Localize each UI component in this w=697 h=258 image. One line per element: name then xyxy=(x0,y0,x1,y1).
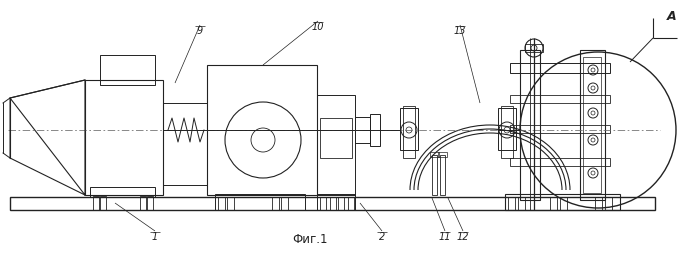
Bar xyxy=(320,197,326,210)
Bar xyxy=(320,118,352,158)
Text: 10: 10 xyxy=(312,22,324,32)
Text: 2: 2 xyxy=(379,232,385,242)
Bar xyxy=(505,194,620,210)
Bar xyxy=(338,197,344,210)
Bar xyxy=(90,187,155,197)
Bar xyxy=(218,197,225,210)
Bar xyxy=(317,95,355,195)
Bar xyxy=(550,197,557,210)
Bar xyxy=(317,194,355,210)
Bar xyxy=(403,106,415,158)
Bar xyxy=(520,50,540,200)
Bar xyxy=(355,117,370,143)
Bar xyxy=(400,108,418,150)
Bar xyxy=(207,65,317,195)
Bar xyxy=(510,63,610,73)
Bar xyxy=(163,103,207,185)
Bar xyxy=(10,197,655,210)
Bar xyxy=(560,197,567,210)
Bar xyxy=(518,197,525,210)
Bar xyxy=(438,152,447,157)
Bar xyxy=(140,196,146,210)
Bar xyxy=(430,152,439,157)
Bar xyxy=(595,197,602,210)
Bar xyxy=(510,95,610,103)
Bar xyxy=(272,197,279,210)
Bar xyxy=(100,196,106,210)
Bar xyxy=(525,44,543,52)
Bar xyxy=(440,155,445,195)
Bar xyxy=(93,196,99,210)
Bar xyxy=(501,106,513,158)
Bar xyxy=(605,197,612,210)
Text: 1: 1 xyxy=(152,232,158,242)
Bar xyxy=(147,196,153,210)
Text: 9: 9 xyxy=(197,26,203,36)
Text: Фиг.1: Фиг.1 xyxy=(292,233,328,246)
Bar xyxy=(100,55,155,85)
Bar xyxy=(498,108,516,150)
Text: 12: 12 xyxy=(457,232,469,242)
Bar xyxy=(510,158,610,166)
Bar xyxy=(348,197,354,210)
Bar xyxy=(583,57,601,193)
Bar xyxy=(215,194,305,210)
Bar xyxy=(330,197,336,210)
Text: 11: 11 xyxy=(438,232,451,242)
Bar xyxy=(510,125,610,133)
Bar xyxy=(432,155,437,195)
Bar xyxy=(508,197,515,210)
Bar xyxy=(281,197,288,210)
Text: A: A xyxy=(667,10,677,23)
Text: 13: 13 xyxy=(454,26,466,36)
Bar xyxy=(227,197,234,210)
Bar xyxy=(580,50,605,200)
Bar xyxy=(85,80,163,195)
Bar xyxy=(370,114,380,146)
